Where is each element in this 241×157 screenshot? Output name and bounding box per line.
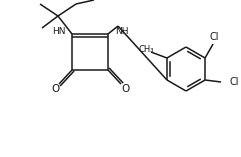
Text: Cl: Cl <box>209 32 219 42</box>
Text: NH: NH <box>115 27 129 36</box>
Text: CH₃: CH₃ <box>138 44 154 54</box>
Text: O: O <box>121 84 129 94</box>
Text: HN: HN <box>52 27 66 36</box>
Text: O: O <box>51 84 59 94</box>
Text: Cl: Cl <box>229 77 239 87</box>
